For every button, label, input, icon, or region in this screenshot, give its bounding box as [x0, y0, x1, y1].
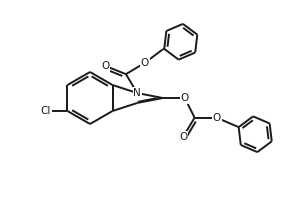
Text: O: O — [181, 93, 189, 103]
Text: O: O — [179, 132, 187, 142]
Text: O: O — [101, 61, 110, 71]
Text: O: O — [141, 58, 149, 68]
Text: Cl: Cl — [40, 106, 51, 116]
Text: O: O — [213, 113, 221, 123]
Text: N: N — [133, 88, 141, 98]
